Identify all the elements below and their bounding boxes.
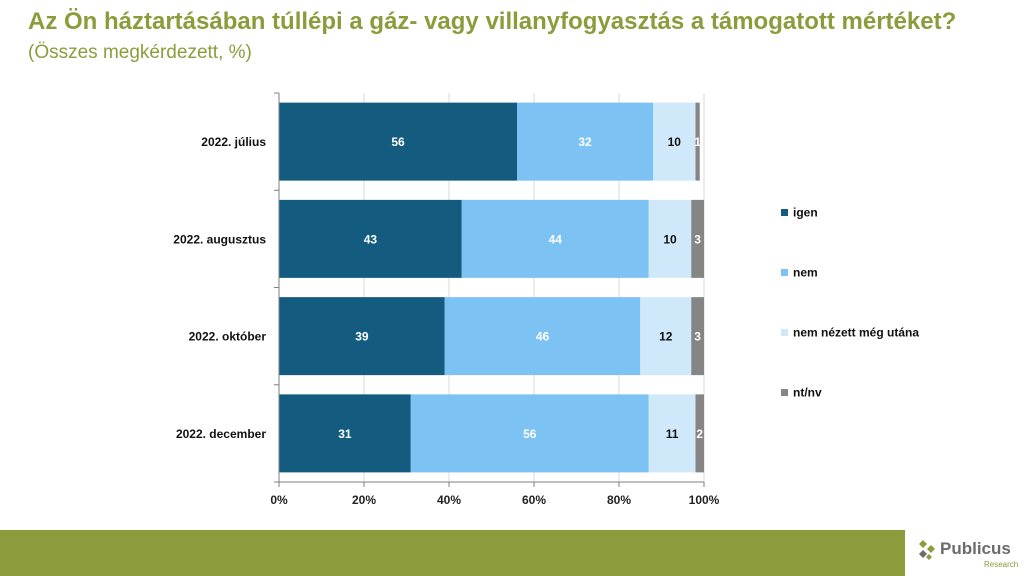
x-tick-label: 0% xyxy=(270,493,288,507)
legend-swatch xyxy=(781,389,788,396)
bar-segment xyxy=(279,394,411,473)
data-labels: 56 32 10 1 43 44 10 3 39 46 12 3 31 56 11 2 xyxy=(338,135,703,441)
data-label: 32 xyxy=(578,135,592,149)
bar-segment xyxy=(695,394,704,473)
bar-segment xyxy=(691,297,704,376)
x-tick-label: 40% xyxy=(437,493,461,507)
bar-segment xyxy=(648,394,696,473)
bar-segment xyxy=(461,199,649,278)
data-label: 44 xyxy=(549,232,563,246)
bar-segment xyxy=(279,297,445,376)
bar-segment xyxy=(517,102,653,181)
bar-segment xyxy=(640,297,692,376)
data-label: 46 xyxy=(536,330,550,344)
category-label: 2022. augusztus xyxy=(173,232,266,246)
data-label: 39 xyxy=(355,330,369,344)
bar-segment xyxy=(410,394,649,473)
legend-label: nem xyxy=(793,266,818,280)
x-tick-label: 80% xyxy=(607,493,631,507)
legend-swatch xyxy=(781,209,788,216)
data-label: 2 xyxy=(696,427,703,441)
bar-segment xyxy=(648,199,692,278)
data-label: 3 xyxy=(694,330,701,344)
stacked-bar-chart: 56 32 10 1 43 44 10 3 39 46 12 3 31 56 11 2 0% 20% 40% 60%… xyxy=(173,92,919,507)
bar-segment xyxy=(279,102,517,181)
publicus-logo: Publicus Research xyxy=(914,534,1024,574)
x-tick-label: 20% xyxy=(352,493,376,507)
bar-segment xyxy=(695,102,700,181)
legend-label: igen xyxy=(793,206,818,220)
publicus-logo-mark-icon xyxy=(919,540,935,560)
data-label: 1 xyxy=(694,135,701,149)
legend-swatch xyxy=(781,269,788,276)
chart-subtitle: (Összes megkérdezett, %) xyxy=(28,42,252,63)
bar-segment xyxy=(691,199,704,278)
bars xyxy=(279,102,704,473)
chart-title: Az Ön háztartásában túllépi a gáz- vagy … xyxy=(28,8,957,35)
bar-segment xyxy=(653,102,696,181)
x-tick-label: 60% xyxy=(522,493,546,507)
bar-segment xyxy=(444,297,641,376)
data-label: 56 xyxy=(523,427,537,441)
data-label: 43 xyxy=(364,232,378,246)
logo-subtitle: Research xyxy=(984,560,1019,569)
legend-label: nem nézett még utána xyxy=(793,326,919,340)
category-label: 2022. október xyxy=(189,330,267,344)
legend-label: nt/nv xyxy=(793,386,822,400)
axes: 0% 20% 40% 60% 80% 100% 2022. július 2022. augu… xyxy=(173,92,720,507)
data-label: 10 xyxy=(668,135,682,149)
legend-swatch xyxy=(781,329,788,336)
data-label: 12 xyxy=(659,330,673,344)
data-label: 10 xyxy=(663,232,677,246)
logo-name: Publicus xyxy=(940,539,1011,558)
data-label: 31 xyxy=(338,427,352,441)
category-label: 2022. december xyxy=(176,427,266,441)
footer-bar xyxy=(0,530,905,576)
legend: igen nem nem nézett még utána nt/nv xyxy=(781,206,919,400)
data-label: 11 xyxy=(666,427,679,441)
category-label: 2022. július xyxy=(201,135,266,149)
data-label: 56 xyxy=(391,135,405,149)
data-label: 3 xyxy=(694,232,701,246)
bar-segment xyxy=(279,199,462,278)
x-tick-label: 100% xyxy=(689,493,720,507)
